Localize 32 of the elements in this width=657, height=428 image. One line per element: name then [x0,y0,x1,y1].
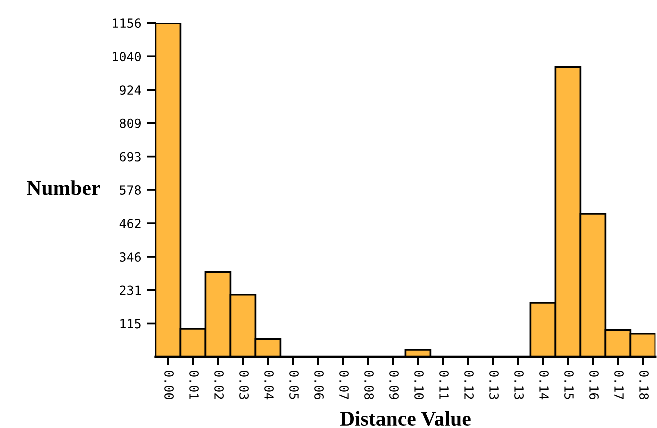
x-axis-title: Distance Value [340,411,471,426]
y-axis-title: Number [27,180,100,196]
y-tick-label: 115 [120,319,141,329]
x-tick-label: 0.12 [464,370,474,400]
x-tick-label: 0.02 [214,370,224,400]
y-tick-label: 809 [120,118,141,128]
x-tick-label: 0.18 [640,370,649,400]
x-tick-label: 0.01 [190,370,199,400]
x-tick-label: 0.17 [614,370,624,400]
x-tick-label: 0.08 [364,370,374,400]
x-tick-label: 0.03 [240,370,249,400]
x-tick-label: 0.16 [590,370,599,400]
x-tick-label: 0.07 [340,370,349,400]
y-tick-label: 693 [120,152,141,162]
y-tick-label: 231 [120,286,141,296]
y-tick-label: 346 [120,252,142,262]
y-tick-label: 578 [120,186,142,195]
x-tick-label: 0.00 [164,370,174,400]
x-tick-label: 0.09 [390,370,399,400]
x-tick-label: 0.06 [314,370,324,400]
x-tick-label: 0.04 [264,370,274,400]
x-tick-label: 0.10 [414,370,424,400]
x-tick-label: 0.15 [564,370,574,400]
x-tick-label: 0.14 [540,370,549,400]
y-tick-label: 1040 [113,52,142,62]
x-tick-label: 0.13 [490,370,499,400]
x-tick-label: 0.11 [440,370,449,400]
y-tick-label: 462 [120,219,141,228]
x-tick-label: 0.13 [514,370,524,400]
x-tick-label: 0.05 [290,370,299,400]
y-tick-label: 1156 [113,18,142,28]
y-tick-label: 924 [120,86,142,96]
